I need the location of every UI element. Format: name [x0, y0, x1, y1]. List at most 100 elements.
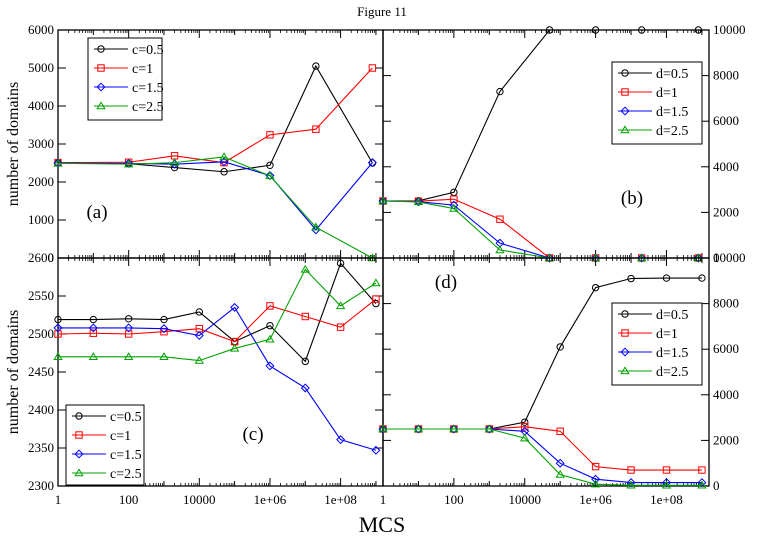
data-point — [336, 259, 345, 268]
data-point — [661, 480, 672, 489]
panel-label: (a) — [86, 202, 107, 223]
data-point — [266, 131, 274, 139]
data-point — [265, 361, 275, 371]
series-line — [58, 306, 377, 451]
data-point — [301, 312, 309, 321]
panel-b: 0200040006000800010000(b)d=0.5d=1d=1.5d=… — [378, 22, 746, 265]
data-point — [124, 315, 133, 323]
data-point — [124, 323, 134, 333]
series-line — [382, 200, 699, 259]
series-line — [383, 428, 702, 486]
legend-marker — [621, 329, 629, 337]
y-tick-label: 0 — [48, 250, 55, 265]
y-tick-label: 2300 — [28, 478, 54, 493]
data-point — [169, 157, 180, 166]
series-d=1.5 — [378, 196, 703, 263]
data-point — [123, 352, 134, 360]
legend-marker — [97, 64, 105, 72]
data-point — [626, 480, 636, 489]
data-point — [591, 283, 600, 292]
data-point — [556, 427, 564, 435]
legend-marker — [621, 69, 629, 77]
data-point — [266, 302, 274, 310]
data-point — [661, 478, 671, 488]
x-tick-label: 1e+06 — [254, 492, 287, 507]
series-c=1.5 — [53, 302, 381, 455]
series-c=1 — [54, 295, 380, 346]
panel-label: (c) — [242, 424, 263, 445]
y-tick-label: 10000 — [713, 250, 746, 265]
panel-label: (d) — [435, 272, 457, 293]
x-tick-label: 100 — [444, 492, 464, 507]
y-tick-label: 0 — [713, 250, 720, 265]
series-line — [58, 268, 377, 362]
data-point — [54, 330, 62, 338]
data-point — [626, 478, 636, 488]
legend-label: c=1.5 — [110, 448, 142, 463]
series-line — [382, 29, 699, 202]
data-point — [449, 203, 459, 212]
y-tick-label: 2350 — [28, 440, 54, 455]
series-d=1 — [379, 423, 706, 474]
legend-label: c=2.5 — [132, 100, 164, 115]
y-tick-label: 2600 — [28, 250, 54, 265]
x-tick-label: 10000 — [183, 492, 216, 507]
y-tick-label: 10000 — [713, 22, 746, 37]
legend-marker — [74, 468, 84, 477]
legend-marker — [620, 106, 630, 116]
y-axis-label: number of domains — [5, 82, 22, 206]
data-point — [312, 62, 320, 70]
y-tick-label: 5000 — [28, 60, 54, 75]
data-point — [496, 87, 504, 96]
series-line — [383, 426, 702, 471]
legend-label: d=0.5 — [656, 67, 688, 82]
series-line — [57, 298, 377, 343]
data-point — [698, 274, 706, 282]
series-d=2.5 — [378, 424, 707, 489]
data-point — [160, 315, 168, 324]
data-point — [545, 26, 554, 34]
y-tick-label: 4000 — [713, 387, 739, 402]
figure-title: Figure 11 — [357, 4, 407, 19]
data-point — [694, 26, 703, 34]
legend-label: d=0.5 — [656, 308, 688, 323]
y-tick-label: 3000 — [28, 136, 54, 151]
y-tick-label: 2000 — [713, 204, 739, 219]
data-point — [300, 264, 310, 273]
legend-marker — [620, 347, 630, 357]
data-point — [371, 445, 381, 455]
series-line — [57, 67, 373, 164]
data-point — [495, 245, 505, 254]
panel-c: 2300 2350 2400 2450 2500 2550 2600 1 100 10000 1e+… — [5, 250, 384, 507]
data-point — [372, 299, 380, 308]
y-tick-label: 6000 — [28, 22, 54, 37]
data-point — [336, 435, 346, 445]
y-axis-label: number of domains — [5, 310, 22, 434]
data-point — [662, 466, 671, 474]
data-point — [123, 159, 134, 168]
legend-label: c=0.5 — [132, 43, 164, 58]
legend-marker — [75, 431, 83, 439]
legend-marker — [621, 88, 629, 96]
data-point — [311, 222, 321, 231]
series-line — [58, 262, 377, 363]
legend-label: c=1.5 — [132, 81, 164, 96]
x-tick-label: 1e+06 — [579, 492, 612, 507]
legend-marker — [74, 449, 84, 459]
data-point — [378, 196, 388, 206]
data-point — [88, 323, 98, 333]
data-point — [413, 197, 424, 206]
x-tick-label: 1e+08 — [324, 492, 357, 507]
data-point — [697, 478, 707, 488]
data-point — [697, 480, 707, 489]
x-tick-label: 10000 — [508, 492, 541, 507]
legend-marker — [75, 412, 83, 420]
data-point — [266, 321, 274, 330]
series-line — [382, 200, 699, 259]
series-c=2.5 — [53, 264, 381, 364]
data-point — [590, 479, 601, 488]
legend-marker — [620, 366, 630, 375]
data-point — [54, 315, 62, 324]
data-point — [591, 474, 601, 484]
data-point — [367, 158, 377, 168]
